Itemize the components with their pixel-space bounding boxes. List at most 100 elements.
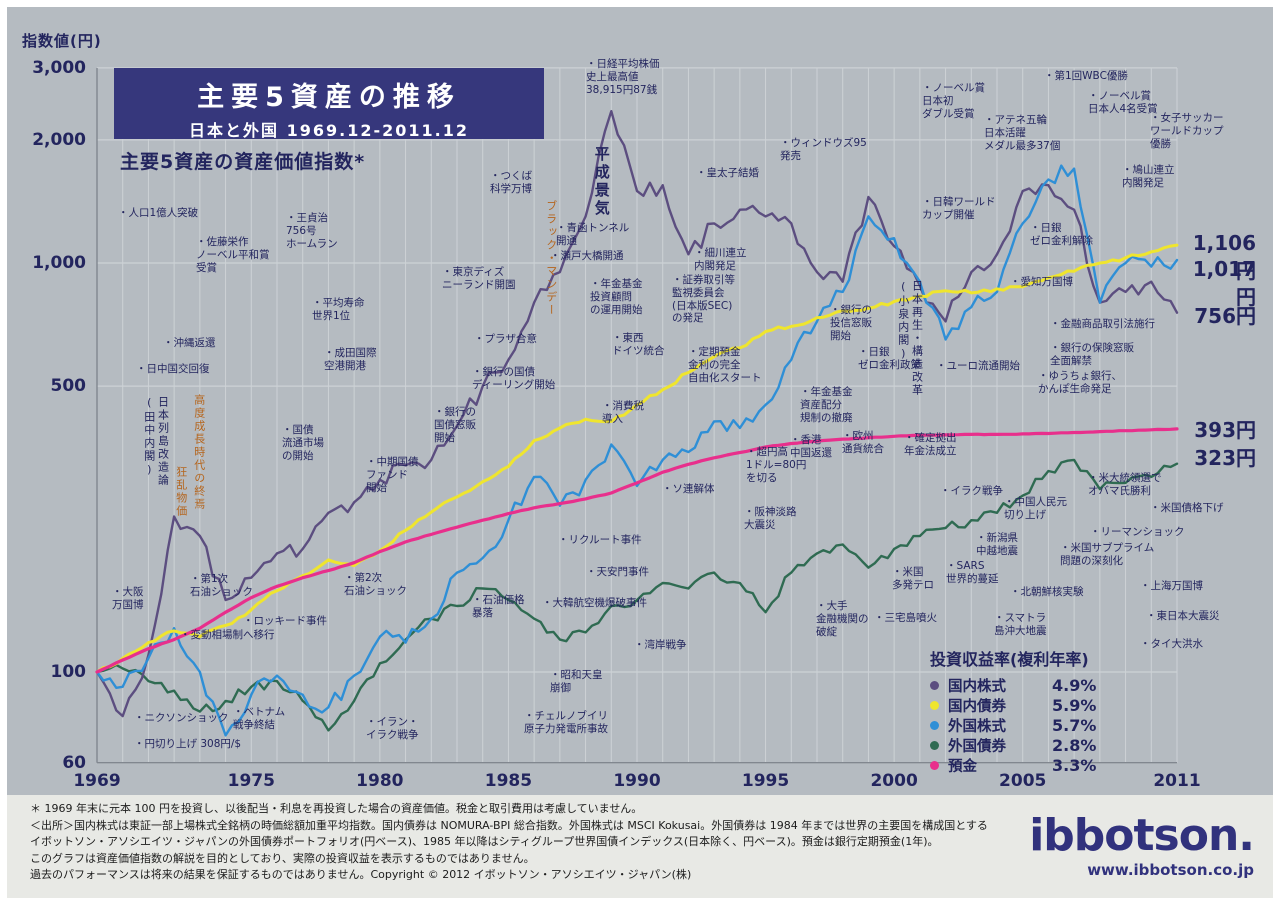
event-annotation: ・国債 流通市場 の開始 bbox=[282, 424, 324, 462]
legend-color-dot bbox=[930, 700, 939, 710]
legend-rows: 国内株式 4.9% 国内債券 5.9% 外国株式 5.7% 外国債券 2.8% 預金 3.3% bbox=[930, 675, 1182, 775]
event-annotation: ・湾岸戦争 bbox=[634, 639, 687, 651]
event-annotation: ・皇太子結婚 bbox=[696, 167, 759, 179]
event-annotation: ・沖縄返還 bbox=[163, 337, 216, 349]
event-annotation: ・消費税 導入 bbox=[602, 400, 644, 425]
x-tick-label: 2000 bbox=[870, 771, 918, 791]
event-annotation: ・日中国交回復 bbox=[136, 363, 210, 375]
event-annotation: ・日銀 ゼロ金利解除 bbox=[1030, 222, 1093, 247]
event-annotation: ・青函トンネル 開通 bbox=[556, 222, 630, 247]
event-annotation: ・阪神淡路 大震災 bbox=[744, 506, 797, 531]
y-axis-title: 指数値(円) bbox=[22, 32, 102, 50]
event-annotation: ・東日本大震災 bbox=[1146, 610, 1220, 622]
event-annotation: ・米国 多発テロ bbox=[892, 566, 934, 591]
event-annotation: ・ソ連解体 bbox=[662, 483, 715, 495]
vertical-annotation: 高度成長時代の終焉 bbox=[192, 394, 206, 511]
event-annotation: ・年金基金 投資顧問 の運用開始 bbox=[590, 278, 643, 316]
y-tick-label: 3,000 bbox=[32, 57, 86, 78]
event-annotation: ・欧州 通貨統合 bbox=[842, 430, 884, 455]
x-tick-label: 2011 bbox=[1153, 771, 1201, 791]
end-value-label: 756円 bbox=[1194, 304, 1256, 328]
end-value-label: 393円 bbox=[1194, 418, 1256, 442]
legend-series-return: 5.7% bbox=[1052, 715, 1097, 735]
event-annotation: ・プラザ合意 bbox=[474, 333, 537, 345]
legend-row: 国内株式 4.9% bbox=[930, 675, 1182, 695]
event-annotation: ・細川連立 内閣発足 bbox=[694, 247, 747, 272]
event-annotation: ・日韓ワールド カップ開催 bbox=[922, 196, 996, 221]
event-annotation: ・ゆうちょ銀行、 かんぽ生命発足 bbox=[1038, 370, 1122, 395]
event-annotation: ・東西 ドイツ統合 bbox=[612, 332, 665, 357]
event-annotation: ・金融商品取引法施行 bbox=[1050, 318, 1155, 330]
legend-row: 外国株式 5.7% bbox=[930, 715, 1182, 735]
brand-block: ibbotson. www.ibbotson.co.jp bbox=[1029, 814, 1255, 880]
event-annotation: ・ベトナム 戦争終結 bbox=[233, 706, 286, 731]
event-annotation: ・銀行の保険窓販 全面解禁 bbox=[1050, 342, 1134, 367]
event-annotation: ・日銀 ゼロ金利政策 bbox=[858, 346, 921, 371]
event-annotation: ・証券取引等 監視委員会 (日本版SEC) の発足 bbox=[672, 274, 735, 325]
end-value-label: 323円 bbox=[1194, 446, 1256, 470]
x-tick-label: 1969 bbox=[73, 771, 121, 791]
x-tick-label: 1990 bbox=[613, 771, 661, 791]
event-annotation: ・石油価格 暴落 bbox=[472, 594, 525, 619]
event-annotation: ・女子サッカー ワールドカップ 優勝 bbox=[1150, 112, 1224, 150]
event-annotation: ・東京ディズ ニーランド開園 bbox=[442, 266, 516, 291]
legend-color-dot bbox=[930, 760, 939, 770]
event-annotation: ・佐藤栄作 ノーベル平和賞 受賞 bbox=[196, 236, 270, 274]
event-annotation: ・SARS 世界的蔓延 bbox=[946, 560, 999, 585]
legend-row: 外国債券 2.8% bbox=[930, 735, 1182, 755]
vertical-annotation: 日本列島改造論 (田中内閣) bbox=[142, 396, 170, 487]
chart-subtitle: 主要5資産の資産価値指数* bbox=[120, 151, 366, 173]
event-annotation: ・日経平均株価 史上最高値 38,915円87銭 bbox=[586, 58, 660, 96]
series-line-国内債券 bbox=[95, 243, 1179, 674]
series-line-外国債券 bbox=[95, 458, 1179, 732]
event-annotation: ・第1回WBC優勝 bbox=[1044, 70, 1128, 82]
event-annotation: ・愛知万国博 bbox=[1010, 276, 1073, 288]
event-annotation: ・年金基金 資産配分 規制の撤廃 bbox=[800, 386, 853, 424]
event-annotation: ・リクルート事件 bbox=[558, 534, 642, 546]
series-line-預金 bbox=[95, 427, 1179, 674]
y-tick-label: 2,000 bbox=[32, 129, 86, 150]
event-annotation: ・定期預金 金利の完全 自由化スタート bbox=[688, 346, 762, 384]
chart-title: 主要5資産の推移 bbox=[197, 82, 461, 113]
event-annotation: ・アテネ五輪 日本活躍 メダル最多37個 bbox=[984, 114, 1061, 152]
footnote-line: イボットソン・アソシエイツ・ジャパンの外国債券ポートフォリオ(円ベース)、198… bbox=[30, 835, 939, 848]
event-annotation: ・銀行の国債 ディーリング開始 bbox=[472, 366, 556, 391]
footnote-line: 過去のパフォーマンスは将来の結果を保証するものではありません。Copyright… bbox=[30, 868, 692, 881]
vertical-annotation: ブラック・マンデー bbox=[544, 200, 558, 317]
event-annotation: ・超円高 1ドル=80円 を切る bbox=[746, 446, 807, 484]
event-annotation: ・タイ大洪水 bbox=[1140, 638, 1203, 650]
event-annotation: ・チェルノブイリ 原子力発電所事故 bbox=[524, 710, 608, 735]
event-annotation: ・中国人民元 切り上げ bbox=[1004, 496, 1067, 521]
legend-series-return: 2.8% bbox=[1052, 735, 1097, 755]
event-annotation: ・米大統領選で オバマ氏勝利 bbox=[1088, 472, 1162, 497]
event-annotation: ・円切り上げ 308円/$ bbox=[134, 738, 242, 750]
legend-series-return: 5.9% bbox=[1052, 695, 1097, 715]
event-annotation: ・鳩山連立 内閣発足 bbox=[1122, 164, 1175, 189]
legend: 投資収益率(複利年率) 国内株式 4.9% 国内債券 5.9% 外国株式 5.7% 外国債券… bbox=[930, 646, 1182, 775]
footnotes: ＊ 1969 年末に元本 100 円を投資し、以後配当・利息を再投資した場合の資… bbox=[30, 801, 988, 884]
event-annotation: ・確定拠出 年金法成立 bbox=[904, 432, 957, 457]
end-value-label: 1,106円 bbox=[1192, 231, 1256, 283]
x-tick-label: 1985 bbox=[484, 771, 533, 791]
footnote-line: このグラフは資産価値指数の解説を目的としており、実際の投資収益を表示するものでは… bbox=[30, 851, 535, 865]
legend-series-name: 外国株式 bbox=[948, 718, 1006, 735]
vertical-annotation: 狂乱物価 bbox=[174, 466, 188, 518]
event-annotation: ・米国サブプライム 問題の深刻化 bbox=[1060, 542, 1155, 567]
x-tick-label: 2005 bbox=[999, 771, 1047, 791]
legend-series-name: 預金 bbox=[948, 758, 977, 775]
legend-title: 投資収益率(複利年率) bbox=[930, 650, 1089, 669]
event-annotation: ・米国債格下げ bbox=[1150, 502, 1224, 514]
legend-row: 国内債券 5.9% bbox=[930, 695, 1182, 715]
footnote-line: ＊ 1969 年末に元本 100 円を投資し、以後配当・利息を再投資した場合の資… bbox=[30, 802, 643, 815]
x-tick-label: 1995 bbox=[741, 771, 790, 791]
event-annotation: ・平均寿命 世界1位 bbox=[312, 297, 365, 322]
event-annotation: ・つくば 科学万博 bbox=[490, 170, 532, 195]
event-annotation: ・リーマンショック bbox=[1090, 526, 1185, 538]
event-annotation: ・ニクソンショック bbox=[134, 712, 229, 724]
legend-series-return: 4.9% bbox=[1052, 675, 1097, 695]
event-annotation: ・ノーベル賞 日本人4名受賞 bbox=[1088, 90, 1158, 115]
event-annotation: ・ユーロ流通開始 bbox=[936, 360, 1020, 372]
ibbotson-url: www.ibbotson.co.jp bbox=[1087, 861, 1254, 879]
